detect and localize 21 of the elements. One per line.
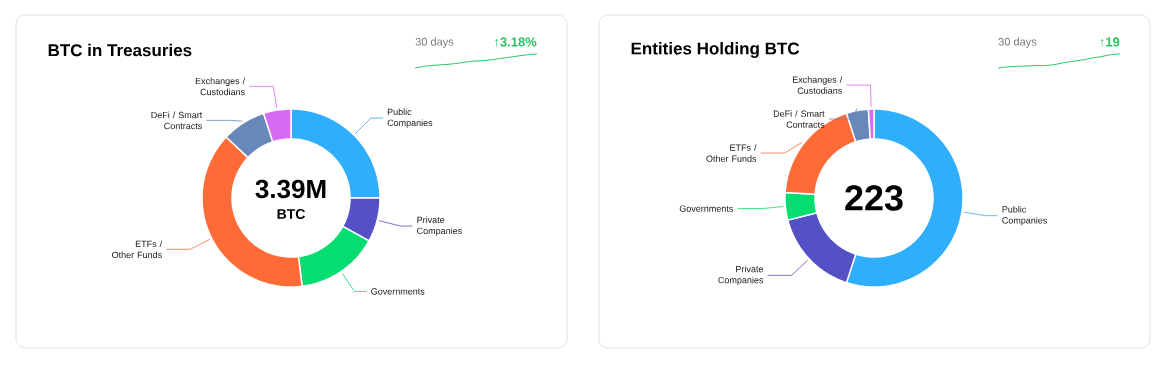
slice-label: Governments xyxy=(371,288,425,295)
legend-label: DeFi / Smart Contracts xyxy=(773,110,825,128)
slice-label: Governments xyxy=(679,205,733,212)
text: 30 days xyxy=(415,37,454,48)
text: ↑3.18% xyxy=(495,37,537,47)
slice-label: Public Companies xyxy=(1002,205,1047,226)
text: 3.39M xyxy=(255,179,326,199)
slice-label: ETFs / Other Funds xyxy=(706,144,757,162)
text: ↑19 xyxy=(1100,37,1120,47)
slice-label: Private Companies xyxy=(417,216,462,236)
text: BTC xyxy=(277,209,306,219)
slice-label: Private Companies xyxy=(718,265,764,286)
slice-label: Public Companies xyxy=(387,108,433,128)
text: 223 xyxy=(845,185,903,211)
chart-title: Entities Holding BTC xyxy=(631,42,800,58)
slice-label: Exchanges / Custodians xyxy=(792,76,843,94)
slice-label: ETFs / Other Funds xyxy=(112,240,163,259)
chart-title: BTC in Treasuries xyxy=(48,43,192,57)
text: 30 days xyxy=(998,37,1037,48)
slice-label: DeFi / Smart Contracts xyxy=(151,111,203,130)
slice-label: Exchanges / Custodians xyxy=(195,77,246,96)
